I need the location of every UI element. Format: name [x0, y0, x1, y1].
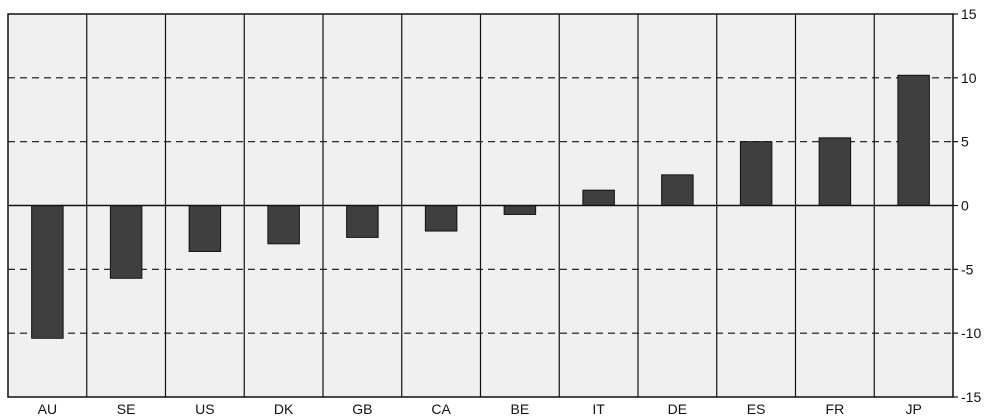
bar-fr [818, 137, 852, 206]
y-tick-label: 10 [961, 70, 977, 86]
x-tick-label: DK [274, 401, 294, 417]
x-tick-label: FR [826, 401, 845, 417]
bar-dk [267, 205, 300, 245]
x-tick-labels: AU SE US DK GB CA BE IT DE ES FR JP [38, 401, 922, 417]
y-tick-label: -15 [961, 389, 981, 405]
bar-us [188, 205, 222, 252]
y-tick-label: -10 [961, 325, 981, 341]
x-tick-label: US [195, 401, 214, 417]
plot-frame [7, 13, 954, 398]
x-tick-label: CA [431, 401, 451, 417]
x-tick-label: GB [352, 401, 372, 417]
x-tick-label: AU [38, 401, 57, 417]
y-tick-label: 5 [961, 134, 969, 150]
y-tick-labels: 15 10 5 0 -5 -10 -15 [961, 6, 981, 405]
x-tick-label: ES [747, 401, 766, 417]
y-tick-label: 0 [961, 198, 969, 214]
bar-ca [424, 205, 458, 232]
x-tick-label: DE [668, 401, 687, 417]
x-tick-label: BE [511, 401, 530, 417]
bars [31, 74, 930, 339]
bar-jp [897, 74, 930, 206]
bar-se [109, 205, 143, 279]
x-tick-label: IT [592, 401, 605, 417]
bar-au [31, 205, 64, 339]
x-tick-label: JP [905, 401, 921, 417]
bar-gb [346, 205, 379, 238]
x-tick-label: SE [117, 401, 136, 417]
y-tick-label: 15 [961, 6, 977, 22]
bar-it [582, 189, 615, 206]
bar-de [661, 174, 694, 206]
y-tick-label: -5 [961, 261, 974, 277]
bar-be [503, 205, 537, 215]
bar-es [739, 141, 773, 207]
axes [7, 13, 958, 398]
